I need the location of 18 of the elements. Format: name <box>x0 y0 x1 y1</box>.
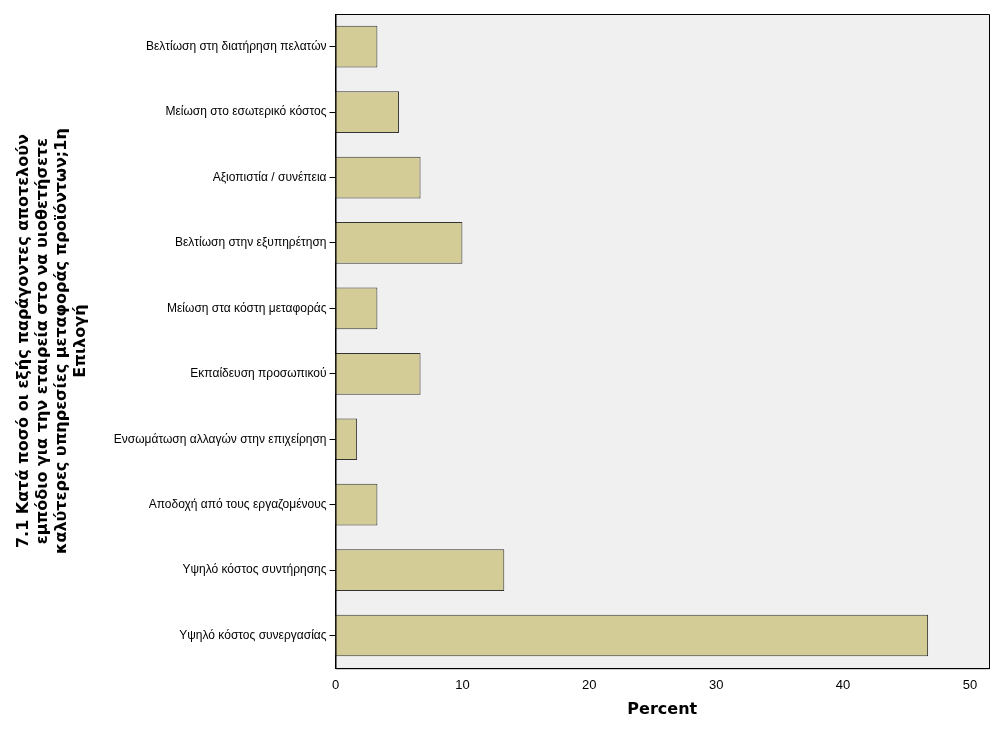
x-axis-title: Percent <box>627 698 698 718</box>
y-tick-label: Μείωση στα κόστη μεταφοράς <box>167 300 327 315</box>
x-tick-label: 30 <box>708 676 724 692</box>
y-tick-label: Βελτίωση στην εξυπηρέτηση <box>174 235 327 250</box>
y-tick-label: Υψηλό κόστος συνεργασίας <box>179 627 327 642</box>
y-tick-label: Υψηλό κόστος συντήρησης <box>182 562 327 577</box>
y-tick-label: Ενσωμάτωση αλλαγών στην επιχείρηση <box>113 431 327 446</box>
y-tick-label: Εκπαίδευση προσωπικού <box>190 366 327 381</box>
x-tick-label: 40 <box>835 676 851 692</box>
y-axis-title: 7.1 Κατά ποσό οι εξής παράγοντες αποτελούν εμπόδιο για την εταιρεία στο να υιοθετήσετε καλύτερες υπηρεσίες μεταφοράς προϊόντων;1η Επιλογή <box>12 128 90 554</box>
x-tick-label: 10 <box>455 676 470 692</box>
x-tick-label: 20 <box>582 676 597 692</box>
x-tick-label: 50 <box>962 676 978 692</box>
y-tick-label: Αξιοπιστία / συνέπεια <box>212 169 327 184</box>
y-tick-label: Αποδοχή από τους εργαζομένους <box>148 496 327 511</box>
y-tick-label: Μείωση στο εσωτερικό κόστος <box>165 104 327 119</box>
y-tick-label: Βελτίωση στη διατήρηση πελατών <box>145 39 327 54</box>
x-tick-label: 0 <box>331 676 340 692</box>
